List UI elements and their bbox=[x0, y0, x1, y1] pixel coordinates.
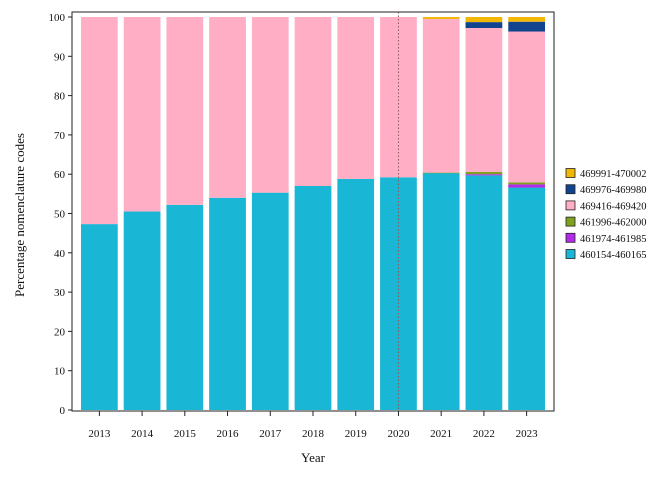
legend-swatch-469976-469980 bbox=[565, 184, 576, 195]
legend-label-461996-462000: 461996-462000 bbox=[580, 218, 647, 229]
bar-2023-series-4 bbox=[508, 21, 546, 32]
bar-2014-series-0 bbox=[123, 211, 161, 410]
legend-swatch-460154-460165 bbox=[565, 249, 576, 259]
x-tick-label-2018: 2018 bbox=[302, 428, 325, 440]
bar-2013-series-0 bbox=[80, 224, 118, 410]
y-tick-label-30: 30 bbox=[54, 287, 66, 299]
y-tick-label-60: 60 bbox=[54, 169, 66, 181]
bar-2022-series-0 bbox=[465, 175, 503, 410]
legend-label-469976-469980: 469976-469980 bbox=[580, 185, 647, 196]
y-tick-label-70: 70 bbox=[54, 130, 66, 142]
legend: 469991-470002 469976-469980 469416-469420 4… bbox=[565, 168, 647, 261]
bar-2023-series-0 bbox=[508, 187, 546, 410]
y-tick-label-10: 10 bbox=[54, 366, 66, 378]
bar-2021-series-0 bbox=[422, 173, 460, 410]
y-tick-label-80: 80 bbox=[54, 91, 66, 103]
bar-2017-series-3 bbox=[251, 17, 289, 193]
x-tick-label-2017: 2017 bbox=[259, 428, 282, 440]
y-axis: 0 10 20 30 40 50 60 70 80 90 100 bbox=[49, 12, 72, 417]
y-tick-label-40: 40 bbox=[54, 248, 66, 260]
legend-swatch-469991-470002 bbox=[565, 168, 576, 178]
legend-swatch-461974-461985 bbox=[565, 232, 576, 243]
bar-2019-series-3 bbox=[337, 17, 375, 179]
bar-2022-series-2 bbox=[465, 171, 503, 175]
x-tick-label-2015: 2015 bbox=[174, 428, 197, 440]
x-tick-label-2019: 2019 bbox=[345, 428, 368, 440]
bar-2015-series-3 bbox=[166, 17, 204, 205]
legend-label-461974-461985: 461974-461985 bbox=[580, 234, 647, 245]
bar-2015-series-0 bbox=[166, 204, 204, 410]
bar-2019-series-0 bbox=[337, 178, 375, 410]
x-tick-label-2022: 2022 bbox=[473, 428, 495, 440]
bar-2022-series-5 bbox=[465, 17, 503, 23]
bar-2023-series-5 bbox=[508, 17, 546, 22]
x-axis-title: Year bbox=[301, 450, 326, 465]
bar-2016-series-3 bbox=[209, 17, 246, 198]
legend-swatch-469416-469420 bbox=[565, 200, 576, 211]
x-tick-label-2014: 2014 bbox=[131, 428, 154, 440]
bar-2021-series-5 bbox=[422, 17, 460, 19]
x-tick-label-2013: 2013 bbox=[88, 428, 111, 440]
legend-label-469991-470002: 469991-470002 bbox=[580, 169, 647, 180]
legend-swatch-461996-462000 bbox=[565, 216, 576, 227]
legend-label-469416-469420: 469416-469420 bbox=[580, 201, 647, 212]
bar-2018-series-0 bbox=[294, 185, 332, 410]
bar-2022-series-1 bbox=[465, 174, 503, 176]
x-tick-label-2016: 2016 bbox=[217, 428, 240, 440]
bar-2014-series-3 bbox=[123, 17, 161, 212]
bar-2018-series-3 bbox=[294, 17, 332, 186]
bar-2021-series-3 bbox=[422, 18, 460, 173]
bar-2021-series-2 bbox=[422, 172, 460, 174]
legend-label-460154-460165: 460154-460165 bbox=[580, 250, 647, 261]
y-tick-label-90: 90 bbox=[54, 51, 66, 63]
x-tick-label-2023: 2023 bbox=[516, 428, 539, 440]
bar-2023-series-3 bbox=[508, 31, 546, 183]
y-tick-label-100: 100 bbox=[49, 12, 66, 24]
y-tick-label-50: 50 bbox=[54, 209, 66, 221]
x-axis: 2013 2014 2015 2016 2017 2018 2019 2020 2021 2022… bbox=[88, 411, 538, 440]
bar-2022-series-3 bbox=[465, 28, 503, 172]
x-tick-label-2020: 2020 bbox=[387, 428, 410, 440]
bar-2013-series-3 bbox=[80, 17, 118, 225]
bar-2022-series-4 bbox=[465, 22, 503, 29]
y-tick-label-0: 0 bbox=[60, 405, 66, 417]
bar-2017-series-0 bbox=[251, 192, 289, 410]
bar-2023-series-2 bbox=[508, 182, 546, 185]
bar-2023-series-1 bbox=[508, 184, 546, 188]
x-tick-label-2021: 2021 bbox=[430, 428, 452, 440]
bar-2016-series-0 bbox=[209, 197, 246, 410]
bars-layer bbox=[80, 17, 546, 410]
y-axis-title: Percentage nomenclature codes bbox=[12, 133, 27, 297]
y-tick-label-20: 20 bbox=[54, 326, 66, 338]
